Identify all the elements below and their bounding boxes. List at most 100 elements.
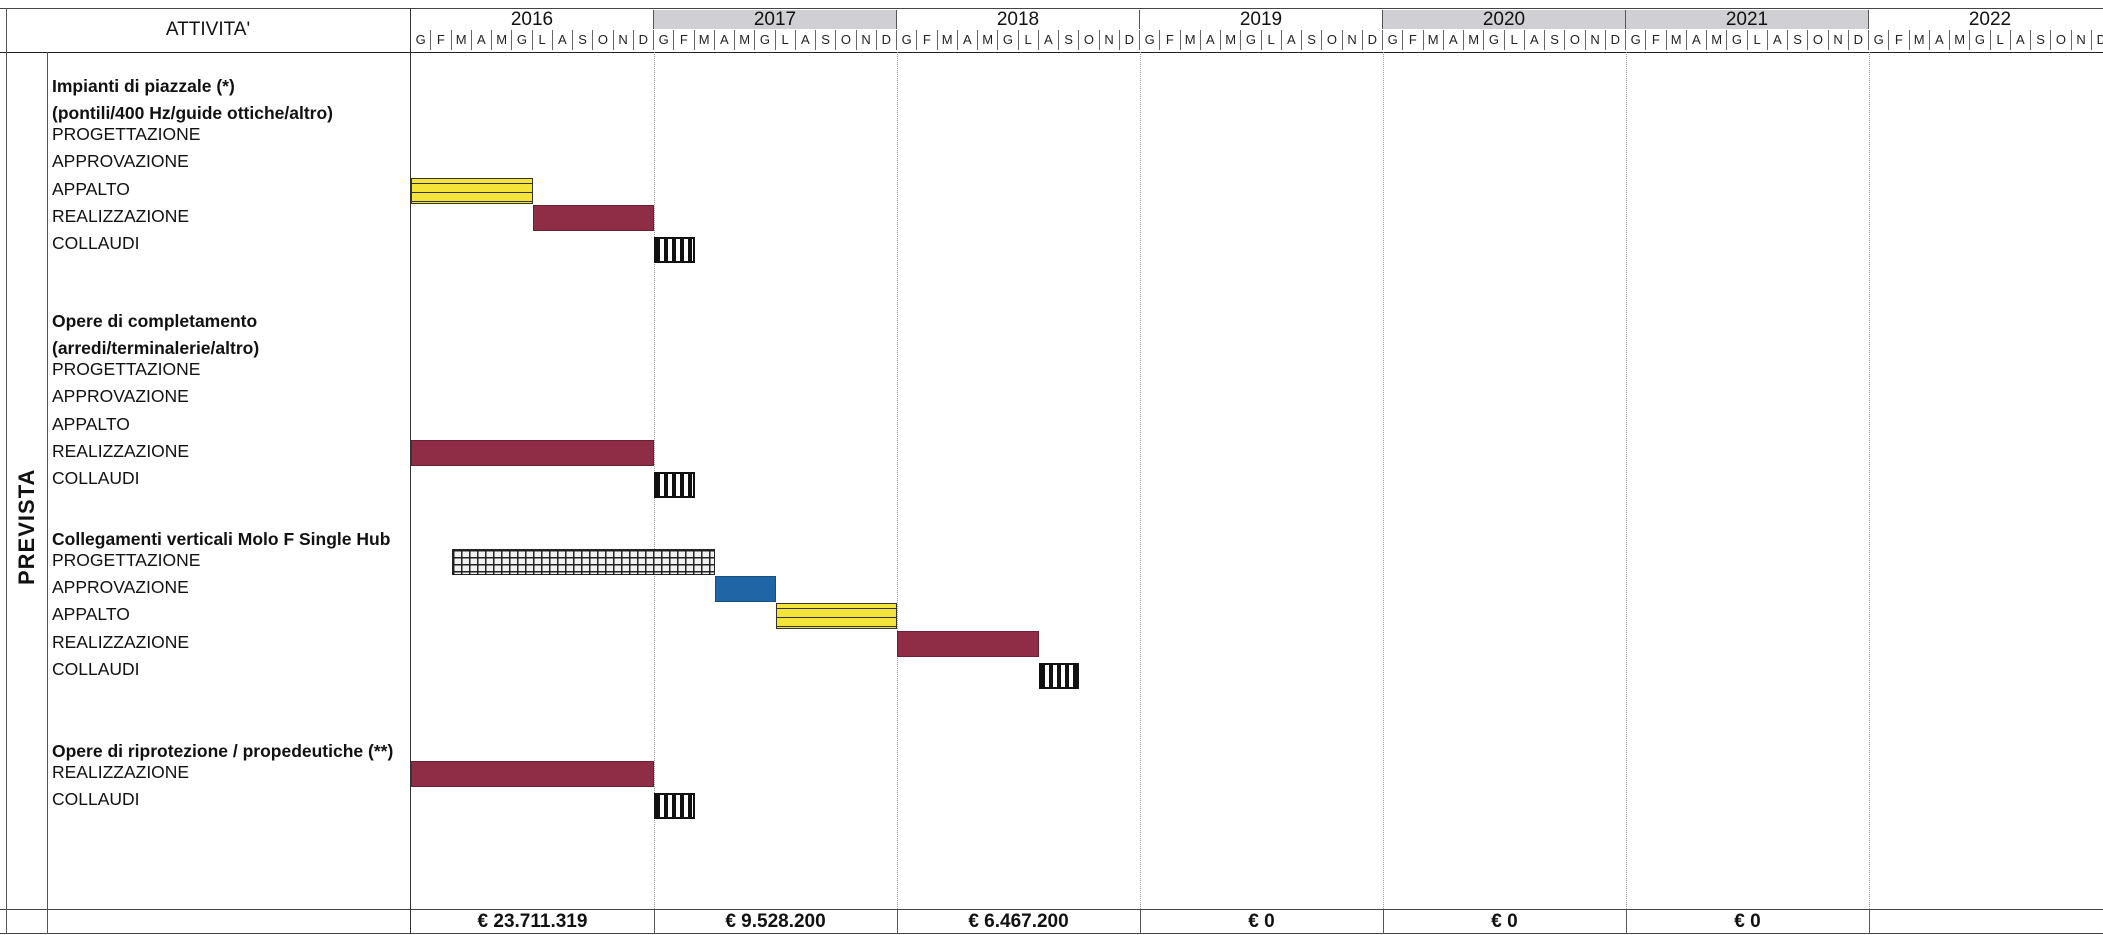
year-total: € 0 xyxy=(1734,911,1761,932)
month-header: A xyxy=(472,30,492,50)
month-header: A xyxy=(1282,30,1302,50)
gantt-bar-realizzazione xyxy=(897,630,1039,657)
year-gridline xyxy=(897,52,898,909)
left-border xyxy=(6,8,7,934)
month-header: L xyxy=(776,30,796,50)
month-header: G xyxy=(998,30,1019,50)
month-header: A xyxy=(1201,30,1221,50)
month-header: O xyxy=(1565,30,1586,50)
month-header: A xyxy=(1039,30,1059,50)
section-title: Impianti di piazzale (*) xyxy=(52,76,235,96)
totals-separator xyxy=(654,909,655,934)
month-header: M xyxy=(735,30,756,50)
year-header-2020: 2020 xyxy=(1383,10,1626,29)
totals-separator xyxy=(1140,909,1141,934)
phase-label-collaudi: COLLAUDI xyxy=(52,233,140,254)
month-header: S xyxy=(2031,30,2052,50)
phase-label-appalto: APPALTO xyxy=(52,413,130,434)
month-header: L xyxy=(1748,30,1768,50)
month-header: M xyxy=(938,30,958,50)
year-header-2022: 2022 xyxy=(1869,10,2103,29)
month-header: M xyxy=(695,30,715,50)
gantt-bar-realizzazione xyxy=(411,439,654,466)
month-header: N xyxy=(1829,30,1849,50)
month-header: F xyxy=(1160,30,1181,50)
month-header: L xyxy=(1991,30,2011,50)
month-header: M xyxy=(1181,30,1201,50)
month-header: L xyxy=(533,30,553,50)
year-total: € 9.528.200 xyxy=(725,911,826,932)
gantt-bar-collaudi xyxy=(654,237,695,264)
month-header: A xyxy=(553,30,573,50)
year-gridline xyxy=(1383,52,1384,909)
activity-divider xyxy=(410,8,411,934)
month-header: O xyxy=(593,30,614,50)
year-header-2018: 2018 xyxy=(897,10,1140,29)
month-header: D xyxy=(2092,30,2103,50)
prevista-label: PREVISTA xyxy=(14,468,39,585)
year-gridline xyxy=(1626,52,1627,909)
month-header: O xyxy=(1808,30,1829,50)
month-header: A xyxy=(796,30,816,50)
month-header: M xyxy=(1950,30,1971,50)
month-header: S xyxy=(816,30,837,50)
month-header: G xyxy=(411,30,432,50)
year-total: € 0 xyxy=(1248,911,1275,932)
month-header: G xyxy=(897,30,918,50)
month-header: N xyxy=(1100,30,1120,50)
phase-label-appalto: APPALTO xyxy=(52,178,130,199)
month-header: G xyxy=(1869,30,1890,50)
month-header: N xyxy=(1343,30,1363,50)
month-header: G xyxy=(1241,30,1262,50)
year-gridline xyxy=(1869,52,1870,909)
year-total xyxy=(1869,910,2103,934)
gantt-bar-collaudi xyxy=(654,472,695,499)
phase-label-realizzazione: REALIZZAZIONE xyxy=(52,761,190,782)
phase-label-progettazione: PROGETTAZIONE xyxy=(52,549,201,570)
month-header: M xyxy=(452,30,472,50)
month-header: G xyxy=(1383,30,1404,50)
gantt-bar-appalto xyxy=(775,603,897,630)
month-header: A xyxy=(1930,30,1950,50)
phase-label-approvazione: APPROVAZIONE xyxy=(52,151,189,172)
month-header: O xyxy=(1322,30,1343,50)
month-header: M xyxy=(1707,30,1728,50)
year-gridline xyxy=(1140,52,1141,909)
month-header: A xyxy=(958,30,978,50)
gantt-bar-realizzazione xyxy=(411,760,654,787)
phase-label-progettazione: PROGETTAZIONE xyxy=(52,123,201,144)
gantt-bar-realizzazione xyxy=(532,204,654,231)
month-header: F xyxy=(1646,30,1667,50)
totals-separator xyxy=(1626,909,1627,934)
month-header: D xyxy=(1606,30,1626,50)
month-header: M xyxy=(1464,30,1485,50)
month-header: M xyxy=(1667,30,1687,50)
month-header: G xyxy=(1626,30,1647,50)
section-title: Opere di riprotezione / propedeutiche (*… xyxy=(52,741,394,761)
month-header: S xyxy=(1302,30,1323,50)
month-header: G xyxy=(1484,30,1505,50)
month-header: F xyxy=(431,30,452,50)
phase-label-collaudi: COLLAUDI xyxy=(52,789,140,809)
month-header: N xyxy=(614,30,634,50)
month-header: A xyxy=(1444,30,1464,50)
phase-label-realizzazione: REALIZZAZIONE xyxy=(52,631,190,652)
month-header: M xyxy=(1910,30,1930,50)
month-header: F xyxy=(917,30,938,50)
phase-label-appalto: APPALTO xyxy=(52,604,130,625)
month-header: O xyxy=(836,30,857,50)
year-header-2017: 2017 xyxy=(654,10,897,29)
totals-top-border xyxy=(0,909,2103,910)
month-header: L xyxy=(1262,30,1282,50)
month-header: M xyxy=(1424,30,1444,50)
year-header-2016: 2016 xyxy=(411,10,654,29)
month-header: D xyxy=(634,30,654,50)
month-header: G xyxy=(1727,30,1748,50)
month-header: G xyxy=(1970,30,1991,50)
month-header: M xyxy=(492,30,513,50)
gantt-bar-collaudi xyxy=(654,793,695,819)
year-header-2021: 2021 xyxy=(1626,10,1869,29)
month-header: D xyxy=(1363,30,1383,50)
month-header: L xyxy=(1019,30,1039,50)
